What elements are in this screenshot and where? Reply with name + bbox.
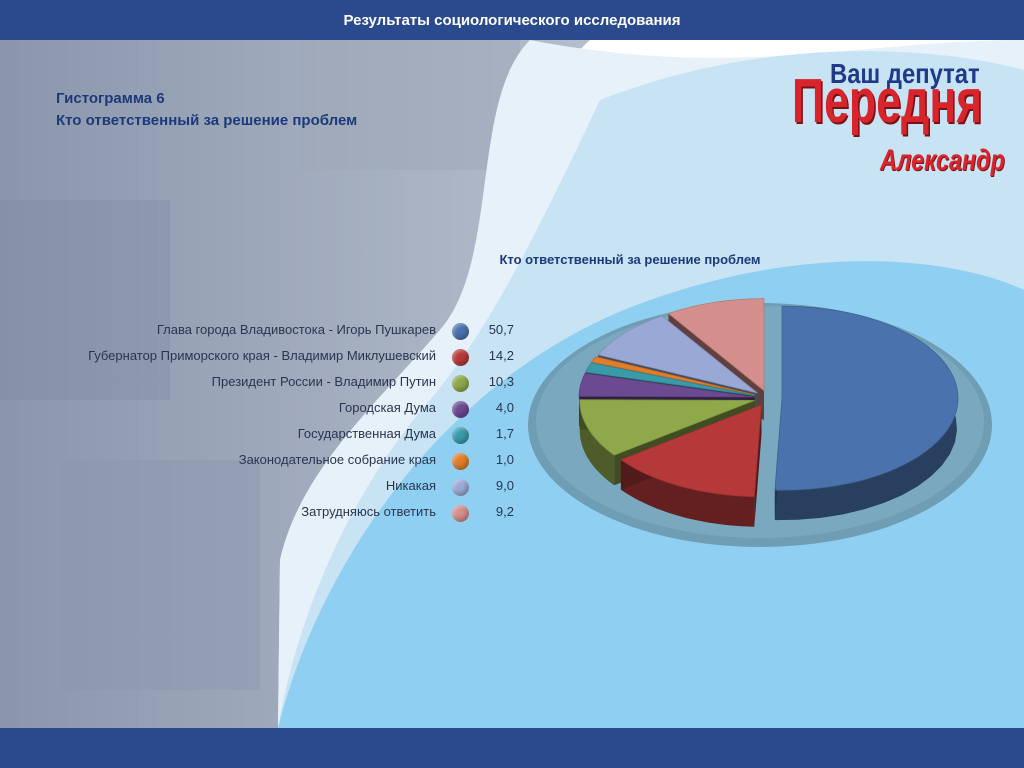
legend-label: Президент России - Владимир Путин	[211, 374, 436, 389]
pie-slice	[597, 315, 758, 394]
legend-item: Президент России - Владимир Путин 10,3	[0, 370, 520, 396]
legend-label: Никакая	[385, 478, 436, 493]
legend-value: 14,2	[488, 348, 514, 363]
heading-line-1: Гистограмма 6	[56, 90, 165, 107]
legend-marker	[452, 401, 469, 418]
legend-item: Городская Дума 4,0	[0, 396, 520, 422]
legend-value: 4,0	[495, 400, 514, 415]
legend-marker	[452, 479, 469, 496]
pie-slice	[579, 399, 755, 456]
legend-item: Затрудняюсь ответить 9,2	[0, 500, 520, 526]
photo-collage-block	[300, 40, 520, 170]
legend-label: Законодательное собрание края	[238, 452, 436, 467]
pie-slice	[774, 305, 959, 491]
legend-label: Затрудняюсь ответить	[301, 504, 436, 519]
photo-collage-block	[60, 460, 260, 690]
footer-bar	[0, 728, 1024, 768]
pie-slice	[591, 356, 756, 396]
legend-marker	[452, 453, 469, 470]
legend-marker	[452, 505, 469, 522]
page-title: Результаты социологического исследования	[343, 12, 681, 29]
legend-value: 50,7	[488, 322, 514, 337]
logo-line-1: Ваш депутат	[830, 58, 980, 89]
legend-item: Глава города Владивостока - Игорь Пушкар…	[0, 318, 520, 344]
legend-marker	[452, 375, 469, 392]
legend-value: 1,0	[495, 452, 514, 467]
legend-label: Глава города Владивостока - Игорь Пушкар…	[156, 322, 436, 337]
legend-label: Городская Дума	[338, 400, 436, 415]
legend-label: Государственная Дума	[297, 426, 436, 441]
legend-item: Губернатор Приморского края - Владимир М…	[0, 344, 520, 370]
logo-line-2: Передня	[792, 67, 983, 136]
pie-slice	[620, 404, 762, 498]
legend-label: Губернатор Приморского края - Владимир М…	[88, 348, 436, 363]
header-bar	[0, 0, 1024, 40]
histogram-heading: Гистограмма 6 Кто ответственный за решен…	[56, 88, 357, 132]
legend-value: 9,2	[495, 504, 514, 519]
legend-value: 1,7	[495, 426, 514, 441]
deputy-logo: Ваш депутат Передня Александр	[780, 58, 1005, 188]
legend-marker	[452, 427, 469, 444]
chart-title: Кто ответственный за решение проблем	[499, 252, 761, 267]
legend-value: 9,0	[495, 478, 514, 493]
legend-marker	[452, 349, 469, 366]
pie-chart	[528, 298, 992, 547]
legend-marker	[452, 323, 469, 340]
logo-line-3: Александр	[880, 144, 1005, 177]
pie-slice	[667, 298, 765, 392]
photo-collage-block	[0, 200, 170, 400]
pie-slice	[578, 372, 755, 398]
legend-value: 10,3	[488, 374, 514, 389]
legend-item: Государственная Дума 1,7	[0, 422, 520, 448]
heading-line-2: Кто ответственный за решение проблем	[56, 112, 358, 129]
pie-slice	[584, 362, 755, 397]
legend-item: Законодательное собрание края 1,0	[0, 448, 520, 474]
legend-item: Никакая 9,0	[0, 474, 520, 500]
photo-collage-backdrop	[0, 40, 590, 728]
